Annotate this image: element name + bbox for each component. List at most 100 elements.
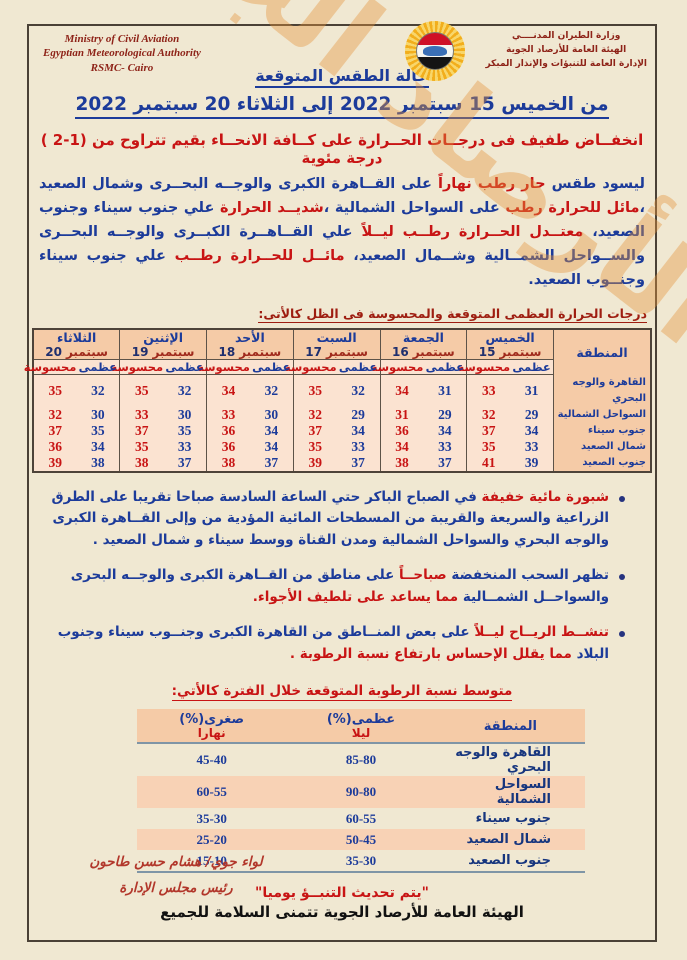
english-letterhead: Ministry of Civil Aviation Egyptian Mete… <box>43 32 201 75</box>
day-number: 16 <box>392 344 409 359</box>
day-header: الأحد 18 سبتمبر <box>206 328 294 360</box>
max-temp-value: 37 <box>351 454 365 470</box>
blue-mountain-icon <box>423 45 447 57</box>
rsmc-cairo-en: RSMC- Cairo <box>90 61 154 74</box>
humidity-max-header-text: عظمى(%) <box>326 711 396 727</box>
text-segment: شديــد الحرارة <box>214 199 324 216</box>
day-name: الخميس <box>485 329 535 345</box>
felt-label: محسوسة <box>457 359 511 375</box>
text-segment: على بعض المنــاطق من القاهرة الكبرى وجنـ… <box>57 624 609 663</box>
felt-temp-value: 32 <box>292 406 337 423</box>
authority-name-en: Egyptian Meteorological Authority <box>43 47 201 60</box>
felt-temp-value: 38 <box>205 454 250 472</box>
felt-temp-value: 35 <box>466 438 511 455</box>
humidity-min-header-text: صغرى(%) <box>179 711 245 727</box>
day-month: سبتمبر <box>65 344 108 359</box>
signature-title: رئيس مجلس الإدارة <box>119 879 233 896</box>
day-date: 20 سبتمبر <box>34 345 119 359</box>
felt-temp-value: 37 <box>119 422 164 439</box>
max-label: عظمى <box>510 359 554 375</box>
day-number: 17 <box>305 344 322 359</box>
humidity-region-header: المنطقة <box>435 708 585 745</box>
text-segment: مائل للحرارة رطب <box>499 199 640 216</box>
max-label: عظمى <box>249 359 294 375</box>
felt-temp-value: 33 <box>466 374 511 407</box>
update-note: "يتم تحديث التنبــؤ يوميا" <box>255 885 429 902</box>
day-date: 17 سبتمبر <box>294 345 380 359</box>
max-temp-value: 29 <box>438 406 452 422</box>
felt-temp-value: 31 <box>379 406 424 423</box>
humidity-region-name: القاهرة والوجه البحري <box>455 745 551 776</box>
day-header: الثلاثاء 20 سبتمبر <box>32 328 120 360</box>
felt-temp-value: 41 <box>466 454 511 472</box>
humidity-table-body: القاهرة والوجه البحري 85-80 45-40 السواحل ا… <box>137 743 585 874</box>
max-temp-value: 34 <box>264 422 279 438</box>
max-temp-value: 37 <box>177 454 192 470</box>
felt-temp-value: 36 <box>205 438 250 455</box>
closing-line: الهيئة العامة للأرصاد الجوية تتمنى السلا… <box>160 903 524 922</box>
max-temp-value: 29 <box>524 406 539 422</box>
felt-temp-value: 36 <box>205 422 250 439</box>
max-temp-value: 34 <box>351 422 365 438</box>
max-temp-value: 29 <box>351 406 365 422</box>
day-header: الجمعة 16 سبتمبر <box>379 328 467 360</box>
felt-temp-value: 34 <box>379 374 424 407</box>
day-month: سبتمبر <box>239 344 282 359</box>
max-temp-value: 35 <box>91 422 105 438</box>
arabic-letterhead: وزارة الطيران المدنــــي الهيئة العامة ل… <box>485 30 647 72</box>
felt-label: محسوسة <box>370 359 424 375</box>
felt-temp-value: 37 <box>466 422 511 439</box>
day-date: 19 سبتمبر <box>120 345 206 359</box>
max-temp-value: 32 <box>351 382 365 398</box>
humidity-min-header: صغرى(%) نهارا <box>137 708 287 745</box>
felt-temp-value: 33 <box>119 406 164 423</box>
forecast-period-text: من الخميس 15 سبتمبر 2022 إلى الثلاثاء 20… <box>75 94 609 119</box>
day-header: الإثنين 19 سبتمبر <box>119 328 207 360</box>
region-column-header: المنطقة <box>553 328 651 375</box>
region-name: شمال الصعيد <box>553 438 651 455</box>
felt-temp-value: 32 <box>32 406 77 423</box>
day-name: السبت <box>316 329 357 345</box>
humidity-max-header: عظمى(%) ليلا <box>286 708 436 745</box>
authority-emblem-icon <box>405 21 465 81</box>
humidity-region-name: السواحل الشمالية <box>494 777 551 808</box>
humidity-row: جنوب الصعيد 35-30 15-10 <box>137 850 585 874</box>
humidity-min-subtext: نهارا <box>197 725 226 740</box>
humidity-table-head: المنطقة عظمى(%) ليلا صغرى(%) نهارا <box>137 708 585 745</box>
max-temp-value: 33 <box>351 438 365 454</box>
text-segment: معتــدل الحــرارة رطــب ليــلاً <box>352 223 584 240</box>
department-name-ar: الإدارة العامة للتنبؤات والإنذار المبكر <box>485 58 647 69</box>
egypt-flag-circle-icon <box>416 32 454 70</box>
day-date: 18 سبتمبر <box>207 345 293 359</box>
ministry-name-ar: وزارة الطيران المدنــــي <box>512 31 621 41</box>
felt-label: محسوسة <box>23 359 77 375</box>
max-temp-value: 32 <box>177 382 192 398</box>
humidity-day-value: 60-55 <box>196 784 227 800</box>
max-temp-value: 30 <box>264 406 279 422</box>
humidity-table: المنطقة عظمى(%) ليلا صغرى(%) نهارا القاهرة وا… <box>137 708 585 874</box>
headline: انخفــاض طفيف فى درجــات الحــرارة على ك… <box>40 131 644 167</box>
day-name: الثلاثاء <box>56 329 97 345</box>
day-header: الخميس 15 سبتمبر <box>466 328 554 360</box>
temperature-table-title-text: درجات الحرارة العظمى المتوقعة والمحسوسة … <box>258 305 647 323</box>
felt-temp-value: 35 <box>119 438 164 455</box>
humidity-day-value: 35-30 <box>196 810 227 826</box>
text-segment: ليسود طقس <box>545 176 645 192</box>
text-segment: شبورة مائية خفيفة <box>476 488 609 505</box>
humidity-region-header-text: المنطقة <box>483 718 537 734</box>
humidity-row: جنوب سيناء 60-55 35-30 <box>137 808 585 829</box>
temperature-table: المنطقة الخميس 15 سبتمبر الجمعة 16 سبتمبر السبت… <box>23 327 652 473</box>
felt-temp-value: 35 <box>32 374 77 407</box>
day-name: الإثنين <box>143 329 183 345</box>
remark-text: تنشــط الريــاح ليــلاً على بعض المنــاط… <box>49 622 609 665</box>
max-temp-value: 38 <box>91 454 105 470</box>
humidity-table-title: متوسط نسبة الرطوبة المتوقعة خلال الفترة … <box>29 680 655 701</box>
humidity-row: القاهرة والوجه البحري 85-80 45-40 <box>137 743 585 776</box>
text-segment: على القــاهرة الكبرى والوجــه البحــرى و… <box>39 176 645 216</box>
remarks-list: شبورة مائية خفيفة في الصباح الباكر حتي ا… <box>49 487 625 666</box>
signature-name: لواء جوي/ هشام حسن طاحون <box>89 854 263 870</box>
humidity-night-value: 35-30 <box>286 850 436 874</box>
max-temp-value: 30 <box>91 406 105 422</box>
day-month: سبتمبر <box>412 344 455 359</box>
